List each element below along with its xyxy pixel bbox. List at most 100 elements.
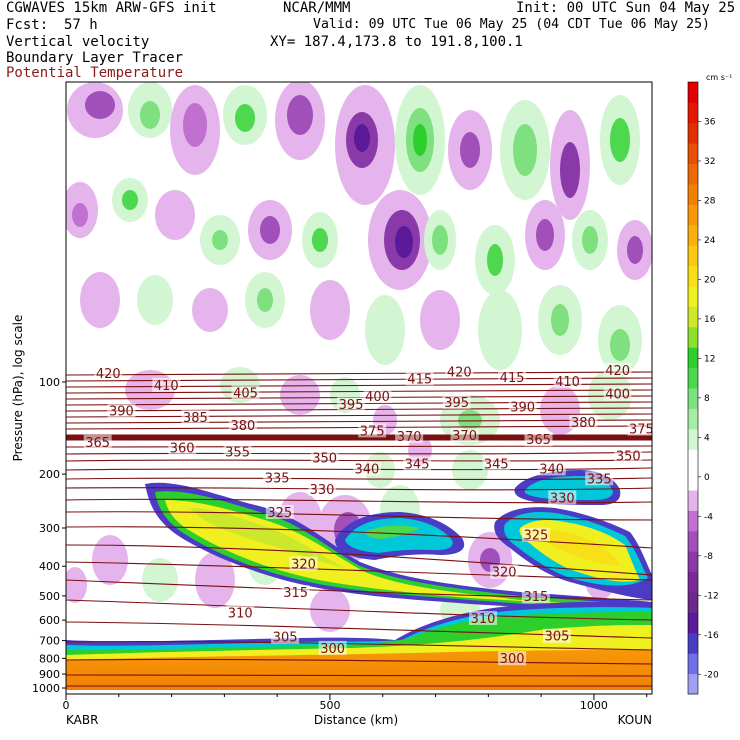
theta-label-bg bbox=[537, 461, 566, 476]
theta-label-bg bbox=[83, 434, 112, 449]
theta-label-bg bbox=[569, 414, 598, 429]
colorbar-swatch bbox=[688, 184, 698, 205]
colorbar-tick-label: 24 bbox=[704, 236, 716, 246]
theta-label: 315 bbox=[283, 586, 308, 601]
y-tick-label: 500 bbox=[39, 590, 60, 603]
colorbar-swatch bbox=[688, 163, 698, 185]
theta-label-bg bbox=[498, 651, 527, 666]
theta-label: 420 bbox=[96, 367, 121, 382]
colorbar-swatch bbox=[688, 530, 698, 552]
init-time: Init: 00 UTC Sun 04 May 25 bbox=[516, 0, 736, 16]
colorbar-swatch bbox=[688, 143, 698, 165]
theta-label-bg bbox=[263, 470, 292, 485]
theta-label-bg bbox=[521, 589, 550, 604]
theta-label-bg bbox=[308, 481, 337, 496]
y-tick-label: 900 bbox=[39, 668, 60, 681]
x-axis-label: Distance (km) bbox=[314, 713, 398, 727]
plot-frame bbox=[65, 81, 653, 695]
theta-label-bg bbox=[181, 409, 210, 424]
theta-label-bg bbox=[469, 611, 498, 626]
field-potential-temperature: Potential Temperature bbox=[6, 65, 184, 81]
theta-label: 325 bbox=[523, 529, 548, 544]
colorbar-swatch bbox=[688, 102, 698, 124]
theta-label: 350 bbox=[616, 449, 641, 464]
field-boundary-layer-tracer: Boundary Layer Tracer bbox=[6, 50, 184, 66]
y-tick-label: 100 bbox=[39, 376, 60, 389]
colorbar-units: cm s⁻¹ bbox=[706, 73, 732, 82]
theta-label: 375 bbox=[360, 424, 385, 439]
colorbar-swatch bbox=[688, 469, 698, 491]
y-tick-label: 1000 bbox=[32, 682, 60, 695]
colorbar-swatch bbox=[688, 653, 698, 675]
theta-label: 365 bbox=[85, 436, 110, 451]
y-tick-label: 400 bbox=[39, 560, 60, 573]
left-endpoint-label: KABR bbox=[66, 713, 98, 727]
theta-label: 395 bbox=[444, 396, 469, 411]
colorbar-swatch bbox=[688, 347, 698, 369]
colorbar-swatch bbox=[688, 673, 698, 695]
theta-label-bg bbox=[490, 564, 519, 579]
theta-label: 315 bbox=[523, 590, 548, 605]
y-tick-label: 300 bbox=[39, 522, 60, 535]
colorbar-tick-label: 12 bbox=[704, 354, 715, 364]
theta-label: 415 bbox=[500, 371, 525, 386]
colorbar-swatch bbox=[688, 571, 698, 593]
colorbar-tick-label: 36 bbox=[704, 117, 716, 127]
theta-label-bg bbox=[614, 448, 643, 463]
forecast-hour-value: 57 h bbox=[64, 17, 98, 33]
theta-label: 370 bbox=[452, 429, 477, 444]
theta-label: 390 bbox=[109, 405, 134, 420]
theta-label: 390 bbox=[510, 400, 535, 415]
theta-label-bg bbox=[450, 427, 479, 442]
theta-label-bg bbox=[94, 365, 123, 380]
theta-label: 400 bbox=[365, 390, 390, 405]
theta-label: 365 bbox=[526, 433, 551, 448]
theta-label-bg bbox=[289, 556, 318, 571]
theta-label-bg bbox=[231, 385, 260, 400]
theta-label: 335 bbox=[265, 472, 290, 487]
theta-label-bg bbox=[363, 389, 392, 404]
colorbar-swatch bbox=[688, 551, 698, 573]
colorbar-tick-label: 4 bbox=[704, 433, 710, 443]
x-axis: 0 500 1000 bbox=[63, 694, 648, 712]
valid-time: Valid: 09 UTC Tue 06 May 25 (04 CDT Tue … bbox=[313, 17, 710, 32]
theta-label-bg bbox=[548, 490, 577, 505]
theta-label-bg bbox=[627, 421, 652, 436]
theta-label: 420 bbox=[447, 365, 472, 380]
theta-label: 380 bbox=[230, 419, 255, 434]
theta-label-bg bbox=[445, 364, 474, 379]
colorbar: -20 -16 -12 -8 -4 0 4 8 12 16 20 24 28 32 36 bbox=[687, 81, 719, 695]
theta-label: 310 bbox=[228, 606, 253, 621]
colorbar-frame bbox=[687, 81, 699, 695]
cross-section-coordinates: XY= 187.4,173.8 to 191.8,100.1 bbox=[270, 34, 523, 50]
theta-label-bg bbox=[152, 377, 181, 392]
theta-label-bg bbox=[228, 417, 257, 432]
theta-label: 420 bbox=[605, 364, 630, 379]
theta-label-bg bbox=[271, 629, 300, 644]
theta-label: 370 bbox=[397, 430, 422, 445]
colorbar-swatch bbox=[688, 408, 698, 430]
theta-label: 395 bbox=[339, 398, 364, 413]
theta-label: 410 bbox=[154, 379, 179, 394]
theta-label: 340 bbox=[355, 462, 380, 477]
theta-label-bg bbox=[542, 628, 571, 643]
theta-label: 385 bbox=[183, 411, 208, 426]
colorbar-tick-label: 32 bbox=[704, 157, 715, 167]
colorbar-swatch bbox=[688, 388, 698, 409]
colorbar-swatch bbox=[688, 632, 698, 654]
theta-label: 335 bbox=[587, 472, 612, 487]
theta-label: 325 bbox=[267, 506, 292, 521]
theta-label: 330 bbox=[310, 483, 335, 498]
model-title: CGWAVES 15km ARW-GFS init bbox=[6, 0, 217, 16]
colorbar-swatch bbox=[688, 286, 698, 307]
theta-label: 300 bbox=[500, 652, 525, 667]
right-endpoint-label: KOUN bbox=[618, 713, 652, 727]
colorbar-swatch bbox=[688, 326, 698, 348]
theta-label-bg bbox=[352, 461, 381, 476]
colorbar-swatch bbox=[688, 612, 698, 634]
theta-label: 410 bbox=[555, 375, 580, 390]
